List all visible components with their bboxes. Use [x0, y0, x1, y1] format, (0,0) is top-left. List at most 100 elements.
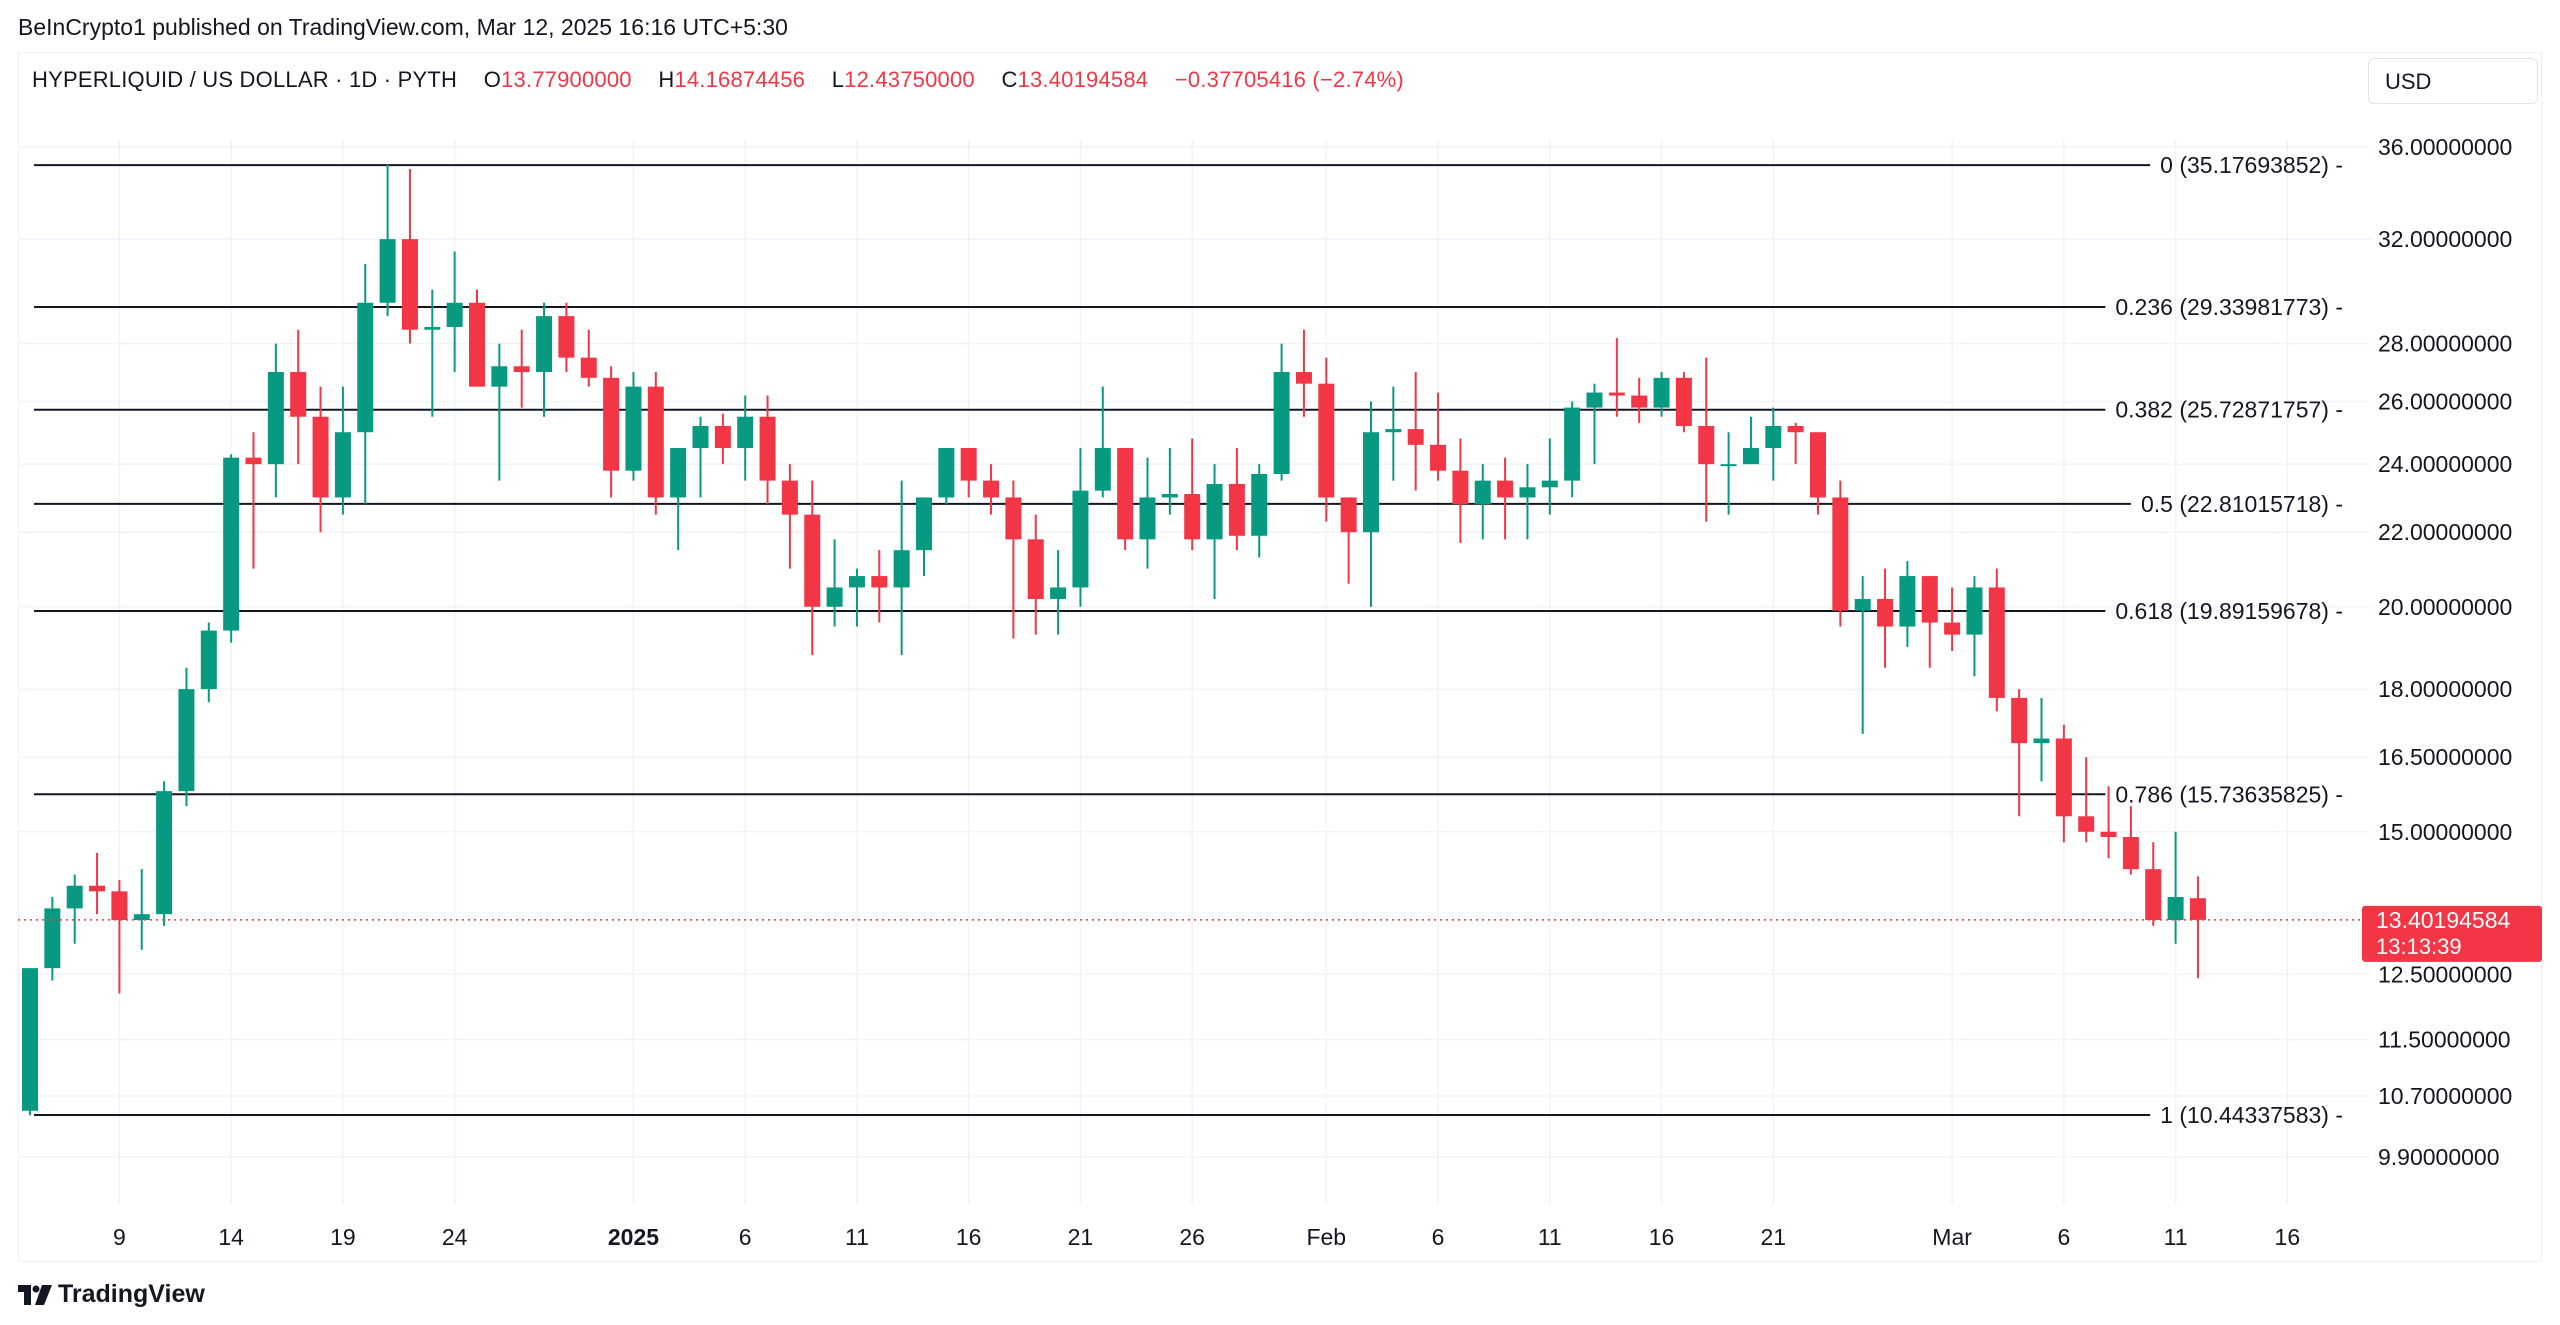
- candle: [1005, 480, 1022, 639]
- candle-body: [1720, 464, 1737, 467]
- candle: [1944, 587, 1961, 652]
- candle-body: [737, 416, 754, 449]
- fib-label-0.236: 0.236 (29.33981773) -: [2115, 294, 2343, 320]
- candle-body: [938, 448, 955, 498]
- x-tick-label: 11: [845, 1224, 869, 1250]
- candle: [1631, 377, 1648, 423]
- candle-body: [1653, 377, 1670, 408]
- candle-body: [1988, 587, 2005, 698]
- candle: [1474, 464, 1491, 540]
- candle: [1184, 438, 1201, 551]
- candle: [1340, 497, 1357, 584]
- candle-body: [983, 480, 1000, 498]
- open-value: 13.77900000: [501, 67, 632, 92]
- candle-body: [2189, 898, 2206, 920]
- candle-body: [2033, 738, 2050, 744]
- candle: [2011, 689, 2028, 817]
- candle: [1050, 550, 1067, 635]
- candle: [1094, 386, 1111, 498]
- candle-body: [625, 386, 642, 471]
- low-value: 12.43750000: [844, 67, 975, 92]
- candle: [536, 302, 553, 417]
- candle: [200, 622, 217, 703]
- candle: [446, 251, 463, 373]
- candle-body: [826, 587, 843, 607]
- candle: [1161, 448, 1178, 515]
- candle-body: [558, 316, 575, 358]
- fib-label-0.382: 0.382 (25.72871757) -: [2115, 397, 2343, 423]
- candle: [848, 568, 865, 627]
- candle-body: [379, 239, 396, 303]
- price-axis: 36.00000000 32.00000000 28.00000000 26.0000…: [2378, 134, 2512, 1170]
- candle: [491, 343, 508, 481]
- candle: [1251, 464, 1268, 558]
- candle-body: [357, 302, 374, 433]
- candle: [513, 329, 530, 408]
- y-tick-label: 9.90000000: [2378, 1144, 2500, 1170]
- candle-body: [2122, 837, 2139, 870]
- candle-body: [1005, 497, 1022, 540]
- candle-body: [1921, 576, 1938, 623]
- x-tick-label: 26: [1179, 1224, 1205, 1250]
- candle: [1072, 448, 1089, 607]
- candle: [1988, 568, 2005, 712]
- candle: [1608, 338, 1625, 417]
- y-tick-label: 24.00000000: [2378, 451, 2512, 477]
- candle: [290, 329, 307, 465]
- candle-body: [848, 576, 865, 588]
- candle-body: [290, 372, 307, 417]
- candle: [647, 372, 664, 515]
- candle: [625, 372, 642, 481]
- candle: [1564, 401, 1581, 498]
- fib-label-0.786: 0.786 (15.73635825) -: [2115, 781, 2343, 807]
- candle-body: [133, 914, 150, 921]
- y-tick-label: 18.00000000: [2378, 676, 2512, 702]
- last-price-label: 13.40194584: [2376, 907, 2511, 933]
- candle-body: [893, 550, 910, 588]
- candle: [1810, 432, 1826, 515]
- candle: [1742, 416, 1759, 465]
- candle: [558, 302, 575, 373]
- candle: [826, 539, 843, 627]
- x-tick-label: 16: [2275, 1224, 2301, 1250]
- candle-body: [804, 514, 821, 607]
- candle-body: [1363, 432, 1379, 533]
- open-label: O: [483, 67, 502, 92]
- y-tick-label: 20.00000000: [2378, 594, 2512, 620]
- candle: [893, 480, 910, 656]
- candle-body: [178, 689, 195, 792]
- candle: [1497, 457, 1514, 540]
- candle: [1519, 464, 1536, 540]
- candle-body: [1407, 429, 1424, 445]
- candle-body: [1765, 425, 1782, 449]
- candle-body: [1340, 497, 1357, 533]
- candle: [670, 448, 687, 551]
- currency-button[interactable]: USD: [2368, 58, 2538, 104]
- fib-label-0.618: 0.618 (19.89159678) -: [2115, 598, 2343, 624]
- close-value: 13.40194584: [1017, 67, 1149, 92]
- last-price-badge: [2362, 905, 2542, 962]
- candle-body: [1787, 425, 1804, 433]
- candle-body: [1497, 480, 1514, 498]
- candle: [983, 464, 1000, 515]
- x-tick-label: 16: [1649, 1224, 1675, 1250]
- candle: [312, 386, 329, 533]
- x-tick-label: 19: [330, 1224, 356, 1250]
- candle: [1541, 438, 1558, 515]
- candle-body: [580, 357, 597, 378]
- candle: [2055, 724, 2072, 843]
- candle: [223, 454, 240, 643]
- y-tick-label: 16.50000000: [2378, 744, 2512, 770]
- tradingview-wordmark: TradingView: [58, 1280, 205, 1308]
- candle-body: [1161, 494, 1178, 498]
- published-caption: BeInCrypto1 published on TradingView.com…: [18, 14, 788, 40]
- tradingview-logo[interactable]: TradingView: [18, 1280, 205, 1309]
- candle: [1117, 448, 1134, 551]
- candle: [1921, 576, 1938, 668]
- candle: [334, 386, 351, 515]
- countdown-label: 13:13:39: [2376, 934, 2462, 959]
- candle-body: [312, 416, 329, 498]
- candle-body: [156, 791, 173, 915]
- candle: [178, 667, 195, 807]
